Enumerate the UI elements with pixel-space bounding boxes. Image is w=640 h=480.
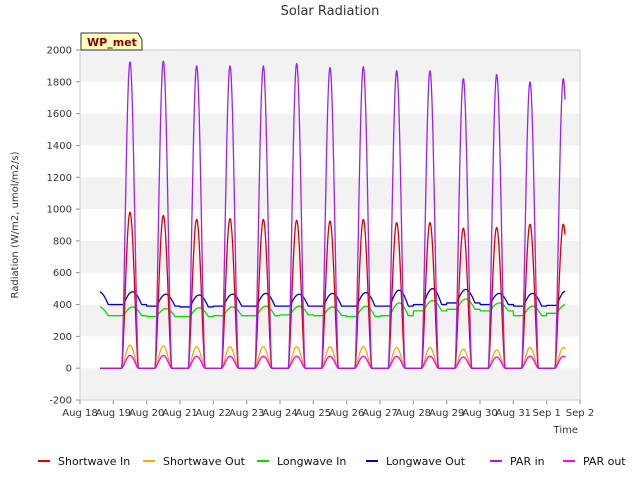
x-tick-label: Aug 25 <box>296 408 331 419</box>
x-tick-label: Aug 21 <box>162 408 197 419</box>
x-tick-label: Aug 22 <box>196 408 231 419</box>
x-tick-label: Aug 27 <box>362 408 397 419</box>
grid-band <box>80 240 580 273</box>
grid-band <box>80 177 580 210</box>
x-tick-label: Aug 31 <box>496 408 531 419</box>
x-tick-label: Aug 24 <box>262 408 297 419</box>
station-label: WP_met <box>87 36 137 49</box>
legend-label: PAR out <box>583 455 626 468</box>
grid-band <box>80 272 580 305</box>
y-tick-label: 0 <box>66 364 72 375</box>
plot-background-bands <box>80 50 580 400</box>
x-tick-label: Aug 18 <box>62 408 97 419</box>
plot-frame <box>79 49 581 401</box>
grid-band <box>80 145 580 178</box>
grid-band <box>80 209 580 241</box>
grid-band <box>80 81 580 114</box>
y-tick-label: 800 <box>53 236 72 247</box>
y-tick-label: 1800 <box>47 77 72 88</box>
legend-label: Shortwave In <box>58 455 130 468</box>
y-tick-label: 400 <box>53 300 72 311</box>
series-line-longwave-in <box>99 298 566 318</box>
x-tick-label: Aug 20 <box>129 408 164 419</box>
legend: Shortwave In Shortwave Out Longwave In Long… <box>38 455 626 468</box>
chart-title: Solar Radiation <box>281 4 380 19</box>
grid-band <box>80 304 580 337</box>
y-tick-label: 2000 <box>47 46 72 57</box>
y-tick-label: 600 <box>53 268 72 279</box>
x-tick-label: Sep 2 <box>566 408 594 419</box>
grid-band <box>80 113 580 146</box>
grid-band <box>80 336 580 369</box>
station-label-box: WP_met <box>80 32 143 51</box>
legend-label: Longwave Out <box>386 455 466 468</box>
y-tick-label: 1600 <box>47 109 72 120</box>
x-tick-label: Aug 29 <box>429 408 464 419</box>
x-tick-label: Aug 30 <box>462 408 497 419</box>
grid-band <box>80 50 580 82</box>
x-tick-label: Aug 19 <box>96 408 131 419</box>
x-tick-label: Aug 28 <box>396 408 431 419</box>
series-line-longwave-out <box>99 287 566 308</box>
y-tick-label: 200 <box>53 332 72 343</box>
y-axis-ticks: -200 0 200 400 600 800 1000 1200 1400 1600 1800 200… <box>47 46 80 407</box>
x-axis-label: Time <box>553 425 578 436</box>
x-tick-label: Sep 1 <box>532 408 560 419</box>
legend-label: PAR in <box>510 455 545 468</box>
x-tick-label: Aug 23 <box>229 408 264 419</box>
series-line-par-in <box>99 60 566 369</box>
series-layer <box>99 60 566 369</box>
y-tick-label: 1200 <box>47 173 72 184</box>
y-tick-label: -200 <box>49 396 72 407</box>
y-tick-label: 1400 <box>47 141 72 152</box>
x-tick-label: Aug 26 <box>329 408 364 419</box>
y-axis-label: Radiation (W/m2, umol/m2/s) <box>10 151 21 298</box>
legend-label: Shortwave Out <box>163 455 246 468</box>
grid-band <box>80 368 580 400</box>
legend-label: Longwave In <box>277 455 346 468</box>
y-tick-label: 1000 <box>47 205 72 216</box>
